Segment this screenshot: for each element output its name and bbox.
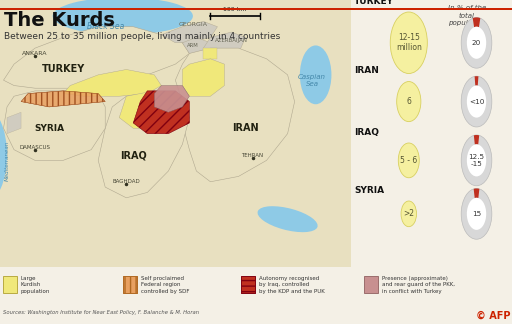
Text: TEHRAN: TEHRAN bbox=[242, 153, 264, 157]
Circle shape bbox=[467, 198, 486, 230]
Text: Large
Kurdish
population: Large Kurdish population bbox=[21, 276, 50, 294]
Bar bbox=[364, 276, 378, 293]
Wedge shape bbox=[474, 189, 479, 198]
Text: Presence (approximate)
and rear guard of the PKK,
in conflict with Turkey: Presence (approximate) and rear guard of… bbox=[382, 276, 455, 294]
Polygon shape bbox=[154, 86, 189, 112]
Text: ARM: ARM bbox=[187, 43, 199, 48]
Text: In % of the
total
population: In % of the total population bbox=[447, 6, 486, 27]
Text: SYRIA: SYRIA bbox=[34, 124, 64, 133]
Bar bbox=[241, 276, 255, 293]
Text: TURKEY: TURKEY bbox=[41, 64, 85, 75]
Ellipse shape bbox=[300, 45, 331, 104]
Text: 20: 20 bbox=[472, 40, 481, 46]
Circle shape bbox=[467, 27, 486, 59]
Text: © AFP: © AFP bbox=[477, 311, 511, 321]
Polygon shape bbox=[98, 91, 189, 198]
Polygon shape bbox=[7, 112, 21, 134]
Polygon shape bbox=[119, 91, 189, 128]
Circle shape bbox=[397, 82, 421, 122]
Text: SYRIA: SYRIA bbox=[354, 186, 384, 195]
Text: IRAN: IRAN bbox=[354, 66, 379, 75]
Polygon shape bbox=[203, 48, 218, 59]
Circle shape bbox=[467, 86, 486, 118]
Bar bbox=[123, 276, 137, 293]
Text: Caspian
Sea: Caspian Sea bbox=[298, 74, 326, 87]
Polygon shape bbox=[4, 91, 105, 160]
Circle shape bbox=[461, 189, 492, 239]
Text: 12-15
million: 12-15 million bbox=[396, 33, 422, 52]
Text: IRAQ: IRAQ bbox=[354, 128, 379, 137]
Text: 5 - 6: 5 - 6 bbox=[400, 156, 417, 165]
Polygon shape bbox=[182, 37, 210, 53]
Text: Mediterranean: Mediterranean bbox=[5, 140, 10, 180]
Text: >2: >2 bbox=[403, 209, 414, 218]
Circle shape bbox=[461, 76, 492, 127]
Text: Autonomy recognised
by Iraq, controlled
by the KDP and the PUK: Autonomy recognised by Iraq, controlled … bbox=[259, 276, 325, 294]
Polygon shape bbox=[175, 48, 294, 182]
Ellipse shape bbox=[0, 108, 7, 202]
Circle shape bbox=[461, 17, 492, 68]
Text: TURKEY: TURKEY bbox=[354, 0, 394, 6]
Text: IRAQ: IRAQ bbox=[120, 150, 146, 160]
Wedge shape bbox=[474, 135, 479, 145]
Circle shape bbox=[390, 12, 428, 74]
Text: 15: 15 bbox=[472, 211, 481, 217]
Polygon shape bbox=[203, 32, 246, 59]
Ellipse shape bbox=[53, 0, 193, 35]
Polygon shape bbox=[161, 21, 218, 43]
Text: DAMASCUS: DAMASCUS bbox=[19, 145, 51, 149]
Circle shape bbox=[398, 143, 419, 178]
Text: ANKARA: ANKARA bbox=[23, 51, 48, 56]
Text: 12.5
-15: 12.5 -15 bbox=[468, 154, 484, 167]
Text: <10: <10 bbox=[469, 98, 484, 105]
Text: Between 25 to 35 million people, living mainly in 4 countries: Between 25 to 35 million people, living … bbox=[4, 32, 281, 41]
Bar bbox=[241, 276, 255, 293]
Bar bbox=[123, 276, 137, 293]
Text: 100 km: 100 km bbox=[223, 7, 247, 12]
Polygon shape bbox=[63, 70, 161, 96]
Circle shape bbox=[401, 201, 417, 227]
Polygon shape bbox=[4, 27, 189, 88]
Wedge shape bbox=[475, 76, 478, 86]
Text: Self proclaimed
Federal region
controlled by SDF: Self proclaimed Federal region controlle… bbox=[141, 276, 190, 294]
Wedge shape bbox=[473, 17, 480, 27]
Bar bbox=[3, 276, 17, 293]
Ellipse shape bbox=[258, 206, 317, 232]
Text: GEORGIA: GEORGIA bbox=[178, 22, 207, 27]
Polygon shape bbox=[133, 91, 189, 134]
Circle shape bbox=[461, 135, 492, 186]
Circle shape bbox=[467, 145, 486, 176]
Text: AZERBAIJAN: AZERBAIJAN bbox=[215, 38, 248, 42]
Text: The Kurds: The Kurds bbox=[4, 11, 115, 30]
Text: Sources: Washington Institute for Near East Policy, F. Balanche & M. Horan: Sources: Washington Institute for Near E… bbox=[3, 310, 199, 315]
Polygon shape bbox=[182, 59, 224, 96]
Text: Black Sea: Black Sea bbox=[87, 22, 124, 31]
Polygon shape bbox=[21, 91, 105, 107]
Text: BAGHDAD: BAGHDAD bbox=[113, 179, 140, 184]
Text: IRAN: IRAN bbox=[232, 123, 259, 133]
Text: 6: 6 bbox=[407, 97, 411, 106]
